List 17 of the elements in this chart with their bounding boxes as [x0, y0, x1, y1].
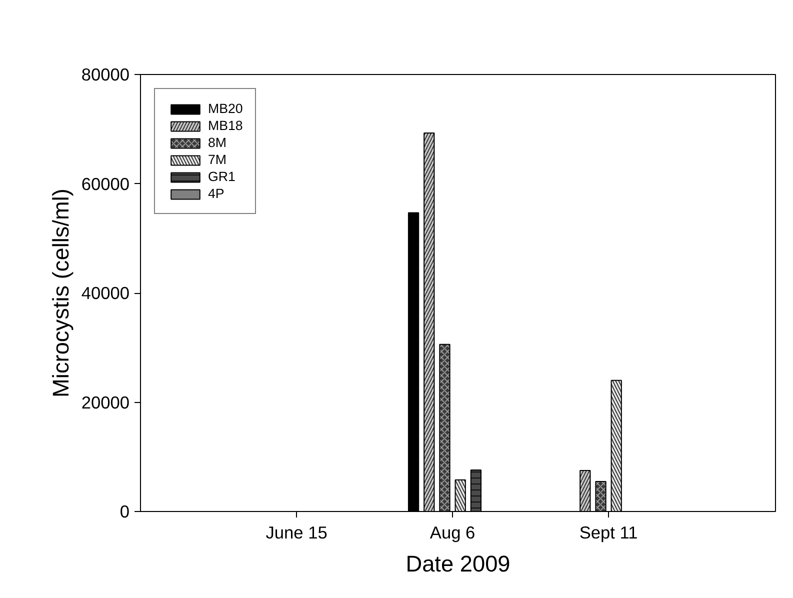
- x-tick-label: June 15: [266, 522, 328, 542]
- y-tick-label: 0: [120, 502, 130, 522]
- y-axis-title: Microcystis (cells/ml): [47, 188, 74, 398]
- y-tick-label: 80000: [81, 64, 130, 84]
- y-tick-label: 20000: [81, 392, 130, 412]
- legend-label: 8M: [208, 135, 228, 150]
- y-tick-label: 40000: [81, 283, 130, 303]
- x-axis-title: Date 2009: [406, 550, 510, 576]
- x-tick-label: Aug 6: [430, 522, 476, 542]
- legend-label: GR1: [208, 169, 236, 184]
- legend-label: MB20: [208, 101, 243, 116]
- x-tick-label: Sept 11: [579, 522, 638, 542]
- legend-label: MB18: [208, 118, 243, 133]
- y-tick-label: 60000: [81, 174, 130, 194]
- bar: [408, 212, 420, 512]
- legend-label: 7M: [208, 152, 228, 167]
- legend-label: 4P: [208, 186, 226, 201]
